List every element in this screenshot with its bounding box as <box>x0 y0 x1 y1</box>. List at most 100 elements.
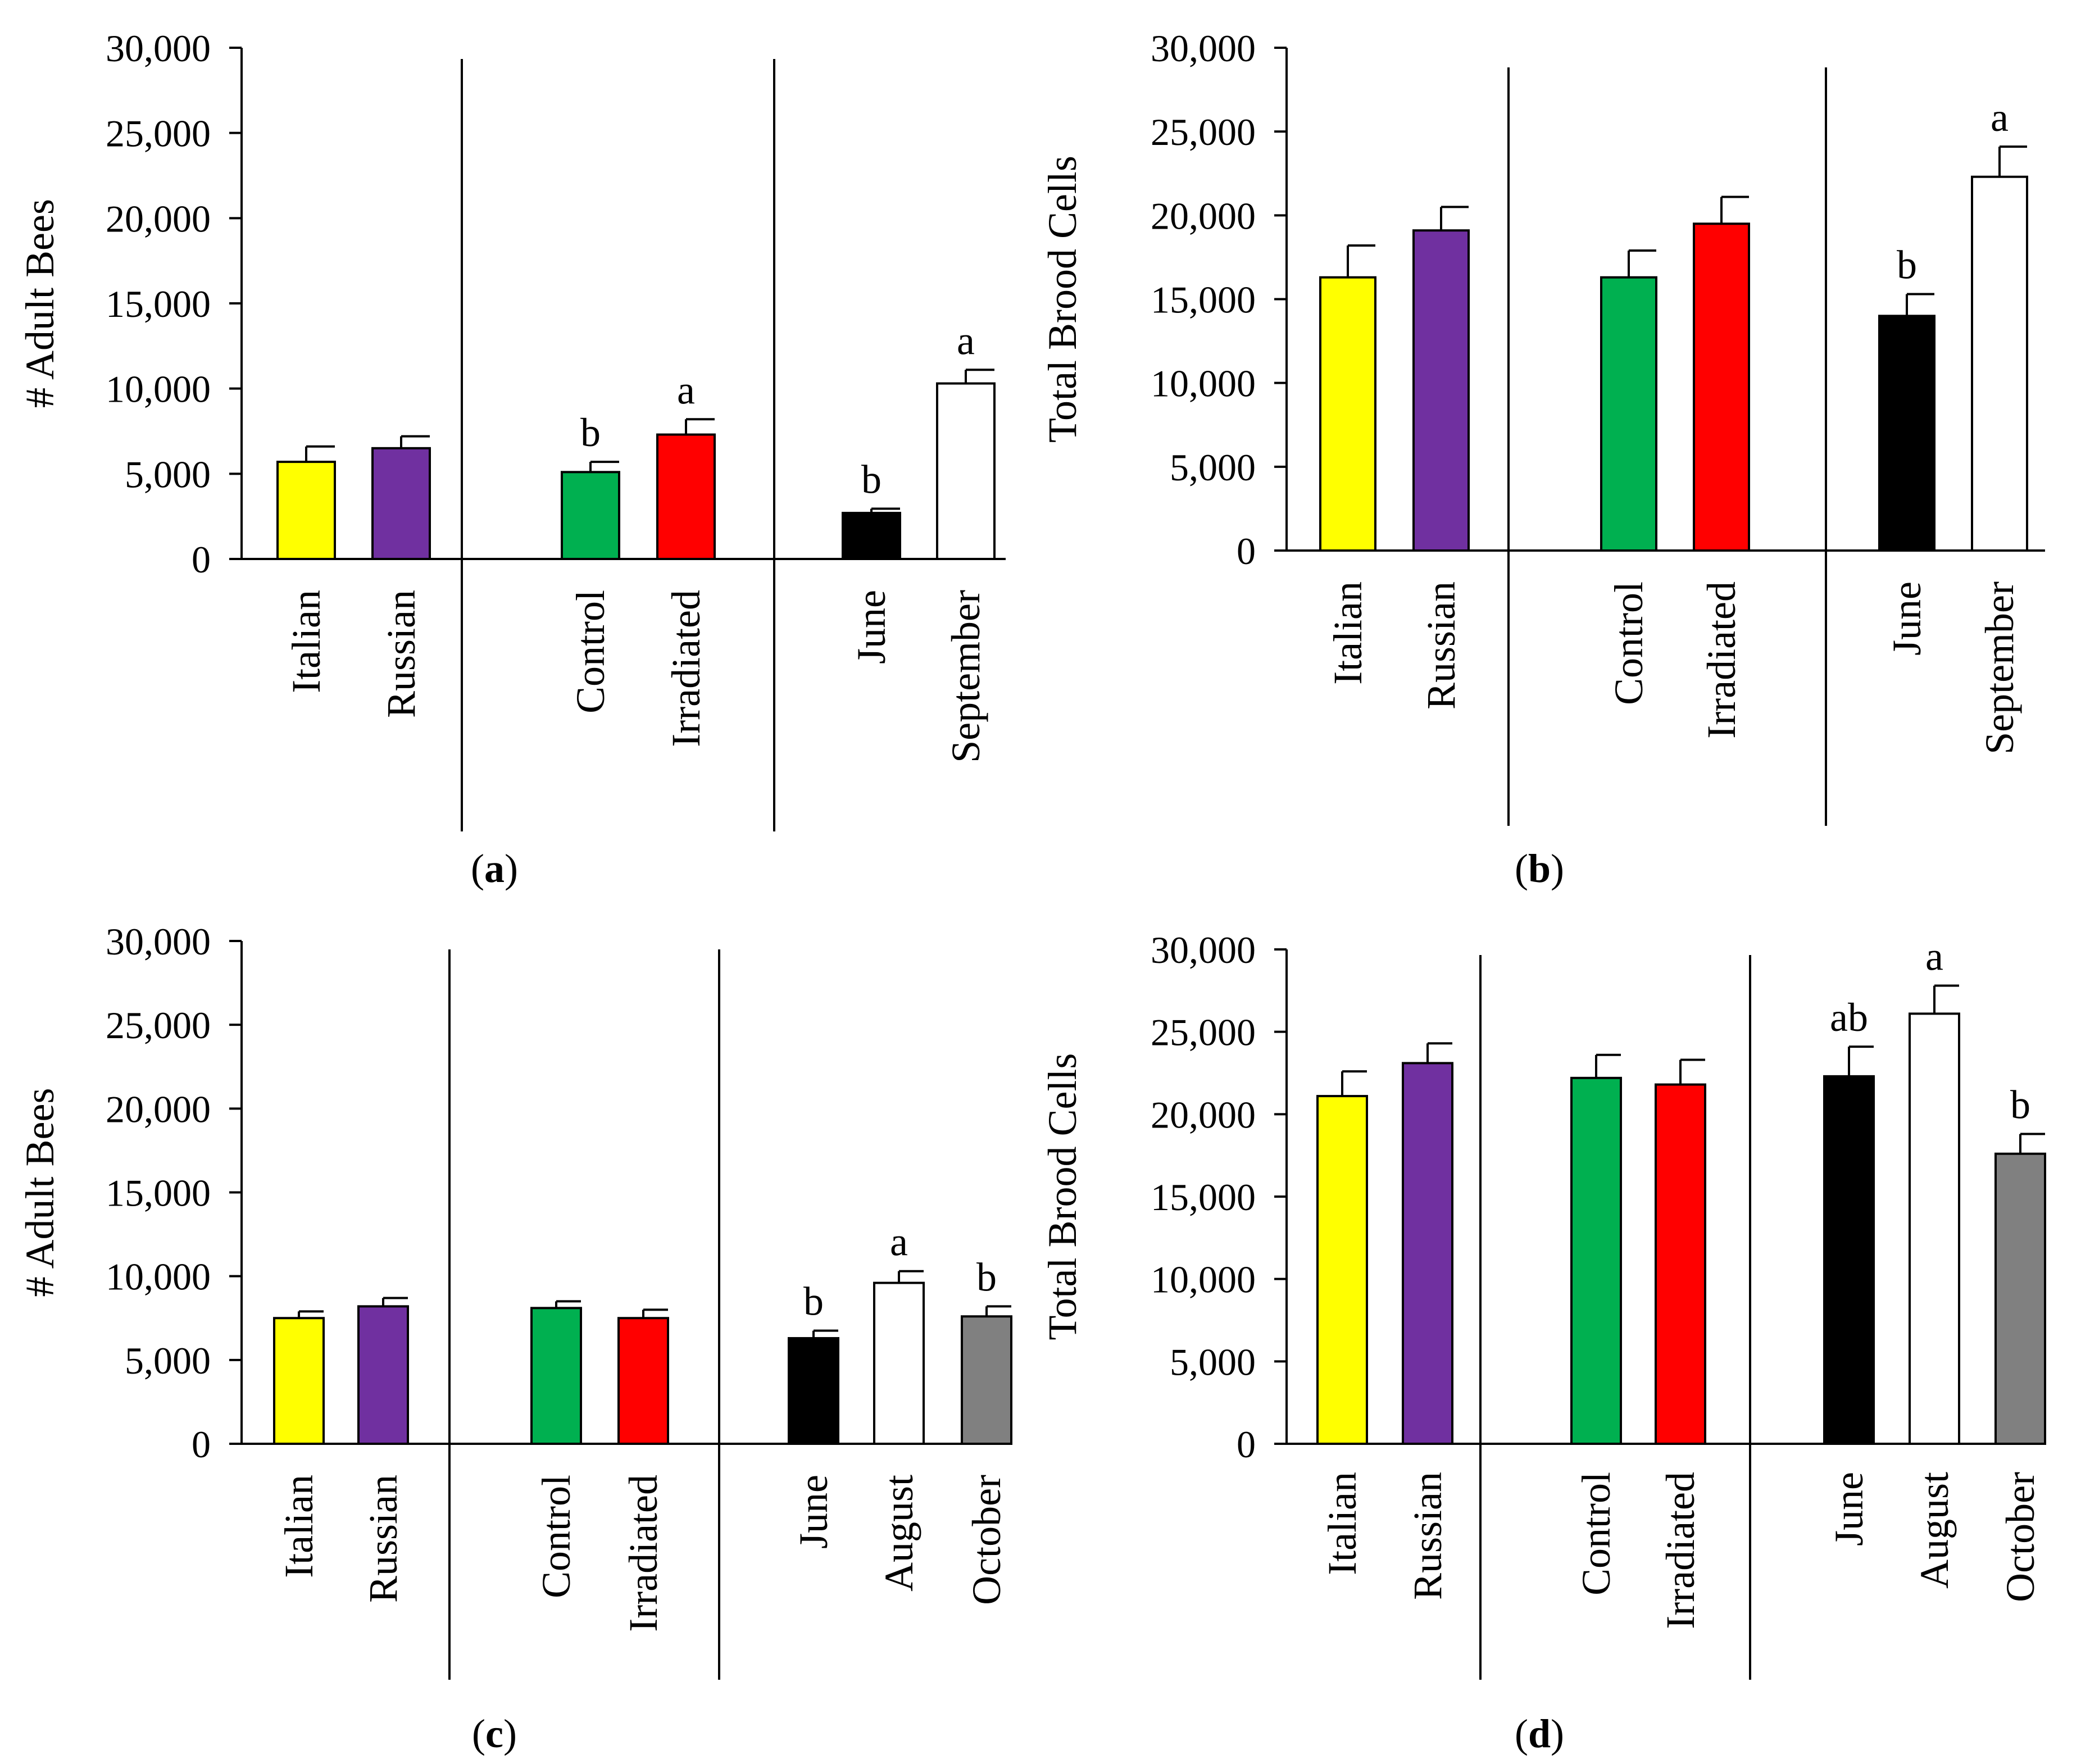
category-label: Control <box>1606 581 1651 705</box>
category-label: Control <box>534 1475 579 1598</box>
bar-control <box>530 1307 582 1445</box>
category-label: Italian <box>1320 1472 1365 1575</box>
significance-letter: a <box>957 318 975 363</box>
y-tick-label: 15,000 <box>1151 1176 1256 1219</box>
significance-letter: a <box>890 1220 908 1265</box>
category-label: August <box>1912 1472 1957 1589</box>
bar-october <box>961 1315 1012 1445</box>
y-axis-title: Total Brood Cells <box>1040 1053 1085 1340</box>
category-label: June <box>791 1475 836 1549</box>
panel-d: 0 5,000 10,000 15,000 20,000 25,000 30,000 Tota… <box>1040 929 2046 1756</box>
category-label: Italian <box>276 1475 321 1578</box>
y-tick-label: 20,000 <box>1151 194 1256 237</box>
y-tick-label: 15,000 <box>106 1172 211 1215</box>
panel-label: (d) <box>1515 1711 1564 1756</box>
y-tick-label: 5,000 <box>1170 446 1256 489</box>
y-tick-label: 15,000 <box>1151 279 1256 321</box>
y-axis-title: # Adult Bees <box>17 199 62 408</box>
bar-russian <box>1412 229 1470 552</box>
y-tick-label: 25,000 <box>1151 111 1256 153</box>
category-label: Italian <box>1325 581 1370 685</box>
significance-letter: a <box>677 367 695 412</box>
y-axis-title: Total Brood Cells <box>1040 156 1085 443</box>
category-label: Russian <box>379 590 424 718</box>
bar-italian <box>276 461 336 560</box>
category-label: Control <box>1574 1472 1619 1595</box>
bar-russian <box>357 1305 409 1445</box>
panel-label: (c) <box>472 1711 517 1756</box>
category-label: June <box>1827 1472 1871 1546</box>
panel-a: 0 5,000 10,000 15,000 20,000 25,000 30,000 # Ad… <box>17 27 1006 891</box>
bar-irradiated <box>1655 1083 1706 1445</box>
bar-control <box>1600 276 1657 552</box>
y-tick-label: 5,000 <box>125 453 211 495</box>
category-label: October <box>1998 1472 2043 1602</box>
category-label: Russian <box>1405 1472 1450 1600</box>
category-label: September <box>1977 581 2022 754</box>
bar-irradiated <box>656 433 716 560</box>
y-tick-label: 0 <box>192 538 211 581</box>
y-tick-label: 20,000 <box>106 197 211 240</box>
category-label: June <box>849 590 894 664</box>
significance-letter: b <box>1897 243 1917 288</box>
panel-c: 0 5,000 10,000 15,000 20,000 25,000 30,000 # Ad… <box>17 920 1012 1756</box>
significance-letter: ab <box>1830 995 1868 1040</box>
y-tick-label: 15,000 <box>106 283 211 325</box>
y-tick-label: 10,000 <box>1151 362 1256 405</box>
significance-letter: a <box>1991 95 2009 140</box>
y-tick-label: 30,000 <box>106 27 211 70</box>
panel-b: 0 5,000 10,000 15,000 20,000 25,000 30,000 Tota… <box>1040 27 2045 891</box>
significance-letter: b <box>861 457 882 502</box>
category-label: September <box>943 590 988 763</box>
bar-control <box>561 471 620 560</box>
significance-letter: b <box>803 1279 824 1324</box>
y-tick-label: 25,000 <box>106 1004 211 1047</box>
y-tick-label: 5,000 <box>125 1339 211 1382</box>
category-label: Italian <box>284 590 329 693</box>
bar-russian <box>1402 1062 1453 1445</box>
category-label: June <box>1884 581 1929 656</box>
bar-irradiated <box>1693 222 1750 552</box>
category-label: Irradiated <box>1658 1472 1703 1629</box>
category-label: Irradiated <box>1699 581 1744 739</box>
bar-june <box>1878 315 1935 552</box>
y-tick-label: 0 <box>192 1423 211 1466</box>
bar-august <box>873 1281 925 1445</box>
bar-irradiated <box>617 1317 669 1445</box>
significance-letter: b <box>976 1254 997 1299</box>
category-label: Irradiated <box>621 1475 666 1632</box>
category-label: October <box>964 1475 1009 1605</box>
panel-label: (a) <box>471 846 518 891</box>
y-tick-label: 5,000 <box>1170 1340 1256 1383</box>
category-label: Russian <box>361 1475 406 1603</box>
bar-italian <box>1319 276 1376 552</box>
y-tick-label: 30,000 <box>1151 929 1256 971</box>
y-tick-label: 30,000 <box>106 920 211 963</box>
category-label: Control <box>568 590 613 713</box>
y-tick-label: 10,000 <box>106 368 211 411</box>
y-tick-label: 20,000 <box>106 1088 211 1130</box>
bar-june <box>842 512 901 560</box>
y-tick-label: 20,000 <box>1151 1093 1256 1136</box>
significance-letter: a <box>1925 934 1943 979</box>
y-tick-label: 25,000 <box>1151 1011 1256 1054</box>
y-tick-label: 10,000 <box>106 1256 211 1298</box>
bar-russian <box>371 447 431 560</box>
bar-september <box>936 382 996 560</box>
bar-september <box>1971 175 2028 552</box>
bar-italian <box>1316 1095 1368 1445</box>
y-axis-title: # Adult Bees <box>17 1088 62 1297</box>
y-tick-label: 0 <box>1237 530 1256 572</box>
y-tick-label: 0 <box>1237 1423 1256 1466</box>
y-tick-label: 10,000 <box>1151 1258 1256 1301</box>
bar-october <box>1994 1152 2046 1445</box>
bar-control <box>1570 1076 1622 1445</box>
significance-letter: b <box>580 410 601 455</box>
category-label: Russian <box>1419 581 1464 710</box>
bar-june <box>788 1337 839 1445</box>
significance-letter: b <box>2010 1083 2030 1127</box>
panel-label: (b) <box>1515 846 1564 891</box>
bar-june <box>1823 1075 1875 1445</box>
category-label: Irradiated <box>664 590 708 747</box>
